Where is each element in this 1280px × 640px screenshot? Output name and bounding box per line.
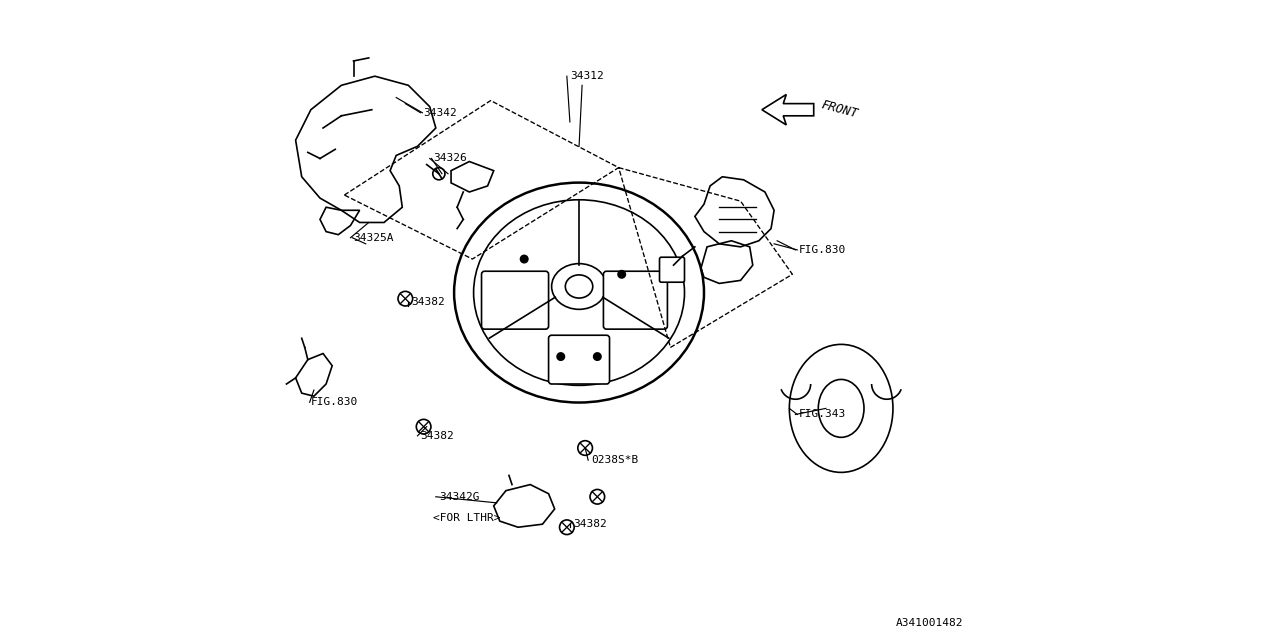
Text: FIG.343: FIG.343 <box>799 410 846 419</box>
FancyBboxPatch shape <box>603 271 667 329</box>
Text: 0238S*B: 0238S*B <box>591 455 639 465</box>
Circle shape <box>521 255 527 262</box>
Text: 34342G: 34342G <box>439 492 479 502</box>
Text: A341001482: A341001482 <box>896 618 963 628</box>
Circle shape <box>618 271 626 278</box>
Circle shape <box>594 353 602 360</box>
FancyBboxPatch shape <box>549 335 609 384</box>
Text: 34312: 34312 <box>570 71 604 81</box>
FancyBboxPatch shape <box>481 271 549 329</box>
Text: 34382: 34382 <box>421 431 454 441</box>
Text: 34382: 34382 <box>411 297 445 307</box>
Text: 34342: 34342 <box>424 108 457 118</box>
Text: FIG.830: FIG.830 <box>799 245 846 255</box>
Text: 34326: 34326 <box>433 154 466 163</box>
Text: 34325A: 34325A <box>353 233 394 243</box>
Text: FIG.830: FIG.830 <box>311 397 358 407</box>
Text: <FOR LTHR>: <FOR LTHR> <box>433 513 500 523</box>
Circle shape <box>557 353 564 360</box>
FancyBboxPatch shape <box>659 257 685 282</box>
Text: FRONT: FRONT <box>819 99 859 121</box>
Text: 34382: 34382 <box>573 519 607 529</box>
